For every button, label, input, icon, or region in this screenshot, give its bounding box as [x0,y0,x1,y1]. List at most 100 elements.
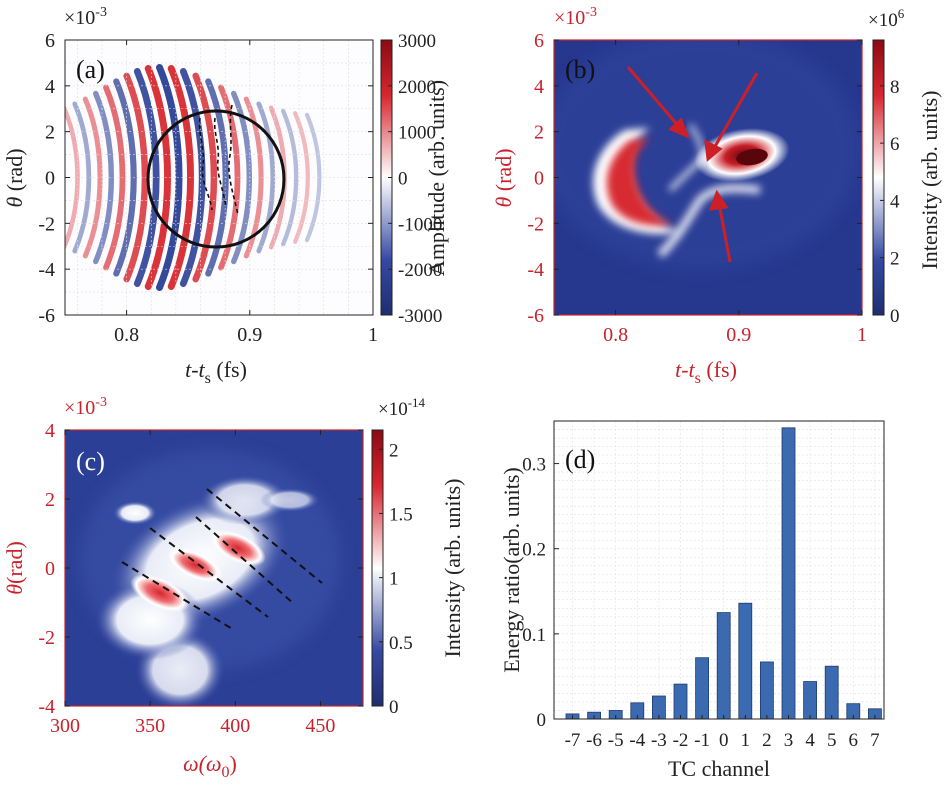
bar-4 [803,681,817,720]
wave-stripe [243,96,264,259]
x-tick-label: -2 [673,730,689,751]
y-tick-label: 0.3 [522,455,546,476]
x-tick-label: 2 [762,730,772,751]
panel-c-colorbar-ticks: 2 1.5 1 0.5 0 [379,440,413,718]
y-tick-label: 6 [45,30,55,52]
x-tick-label: 1 [741,730,751,751]
x-tick-label: 5 [827,730,837,751]
wave-stripe [123,72,149,283]
wave-stripe [72,101,92,254]
panel-a-x-label: t-ts (fs) [185,357,247,387]
panel-b-x-label: t-ts (fs) [675,357,737,387]
colorbar-tick-label: 0.5 [389,633,413,654]
y-tick-label: 0.2 [522,540,546,561]
panel-c-axes: 300 350 400 450 -4 -2 0 2 4 [38,420,363,737]
y-tick-label: -2 [38,213,55,235]
x-tick-label: 350 [135,715,165,737]
panel-d-bars [565,427,882,720]
y-tick-label: 4 [45,420,55,442]
x-tick-label: 450 [305,715,335,737]
colorbar-tick-label: -2000 [398,260,442,281]
x-tick-label: -4 [629,730,645,751]
y-tick-label: -4 [38,696,55,718]
y-tick-label: 2 [45,489,55,511]
x-tick-label: 0 [719,730,729,751]
x-tick-label: 0.8 [114,324,139,346]
panel-a-vortex-lines [198,104,239,216]
colorbar-tick-label: 2 [389,440,399,461]
panel-b-label: (b) [565,55,595,84]
x-tick-label: -3 [651,730,667,751]
panel-c-x-label: ω(ω0) [183,751,237,781]
panel-c-colorbar-label: Intensity (arb. units) [440,478,465,657]
x-tick-label: -7 [565,730,581,751]
panel-b-colorbar-exponent: ×106 [868,6,905,31]
panel-d-y-label: Energy ratio(arb. units) [499,467,524,672]
panel-c: 300 350 400 450 -4 -2 0 2 4 (c) ×10-3 θ(rad) ω(ω… [2,395,465,781]
x-tick-label: 3 [784,730,794,751]
y-tick-label: 6 [534,30,544,52]
colorbar-tick-label: 4 [890,191,900,212]
x-tick-label: 0.8 [603,324,628,346]
y-tick-label: 0 [45,558,55,580]
panel-b-colorbar-ticks: 8 6 4 2 0 [880,77,900,327]
x-tick-label: -5 [608,730,624,751]
colorbar-tick-label: 0 [389,697,399,718]
panel-b-y-exponent: ×10-3 [554,5,597,29]
x-tick-label: 1 [857,324,867,346]
panel-c-colorbar [371,429,384,707]
colorbar-tick-label: 1 [389,569,399,590]
y-tick-label: -4 [527,259,544,281]
x-tick-label: 7 [870,730,880,751]
y-tick-label: 0 [534,168,544,190]
y-tick-label: -6 [527,305,544,327]
wave-stripe [133,68,160,287]
bar-5 [824,665,839,720]
panel-a: 0.8 0.9 1 -6 -4 -2 0 2 4 6 (a) ×10-3 θ (rad) t-ts… [2,5,449,387]
colorbar-tick-label: -3000 [398,306,442,327]
y-tick-label: -4 [38,259,55,281]
x-tick-label: 300 [50,715,80,737]
wave-stripe [304,112,322,243]
panel-a-colorbar-label: Amplitude (arb. units) [424,80,449,276]
wave-stripe [144,65,172,290]
y-tick-label: -6 [38,305,55,327]
panel-b: 0.8 0.9 1 -6 -4 -2 0 2 4 6 (b) ×10-3 θ (rad) t-ts… [491,5,942,387]
y-tick-label: 0 [537,710,547,731]
colorbar-tick-label: 0 [398,169,408,190]
wave-stripe [82,96,103,259]
bar--1 [695,657,709,720]
colorbar-tick-label: 1000 [398,123,436,144]
panel-c-intensity-map [80,450,340,706]
x-tick-label: 0.9 [237,324,262,346]
y-tick-label: 4 [45,76,55,98]
x-tick-label: 6 [849,730,859,751]
panel-a-y-exponent: ×10-3 [64,5,107,29]
y-tick-label: 0.1 [522,625,546,646]
panel-a-axes: 0.8 0.9 1 -6 -4 -2 0 2 4 6 [38,30,378,346]
panel-d-axes: -7 -6 -5 -4 -3 -2 -1 0 1 2 3 4 5 6 700.10.20.3 [522,455,879,751]
x-tick-label: 1 [368,324,378,346]
x-tick-label: -6 [586,730,602,751]
y-tick-label: 2 [45,122,55,144]
wave-stripe [256,101,276,254]
colorbar-tick-label: 1.5 [389,504,413,525]
panel-c-label: (c) [76,447,105,476]
x-tick-label: 0.9 [726,324,751,346]
colorbar-tick-label: 2 [890,249,900,270]
y-tick-label: 0 [45,168,55,190]
panel-b-colorbar [872,39,885,316]
bar-1 [738,602,753,720]
colorbar-tick-label: 2000 [398,77,436,98]
panel-c-colorbar-exponent: ×10-14 [378,395,426,420]
colorbar-tick-label: 8 [890,77,900,98]
panel-b-y-label: θ (rad) [491,148,516,207]
wave-stripe [281,108,299,247]
colorbar-tick-label: -1000 [398,214,442,235]
panel-b-axes: 0.8 0.9 1 -6 -4 -2 0 2 4 6 [527,30,867,346]
panel-d-frame [553,420,885,720]
panel-c-y-exponent: ×10-3 [64,395,107,419]
wave-stripe [293,111,310,244]
panel-c-y-label: θ(rad) [2,541,27,595]
